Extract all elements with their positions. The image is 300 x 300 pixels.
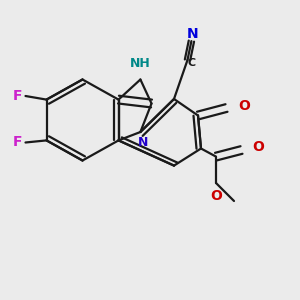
Text: O: O <box>252 140 264 154</box>
Text: O: O <box>210 189 222 203</box>
Text: N: N <box>187 28 199 41</box>
Text: C: C <box>187 58 195 68</box>
Text: F: F <box>13 89 23 103</box>
Text: NH: NH <box>130 57 151 70</box>
Text: O: O <box>238 99 250 112</box>
Text: N: N <box>138 136 148 149</box>
Text: F: F <box>13 136 23 149</box>
